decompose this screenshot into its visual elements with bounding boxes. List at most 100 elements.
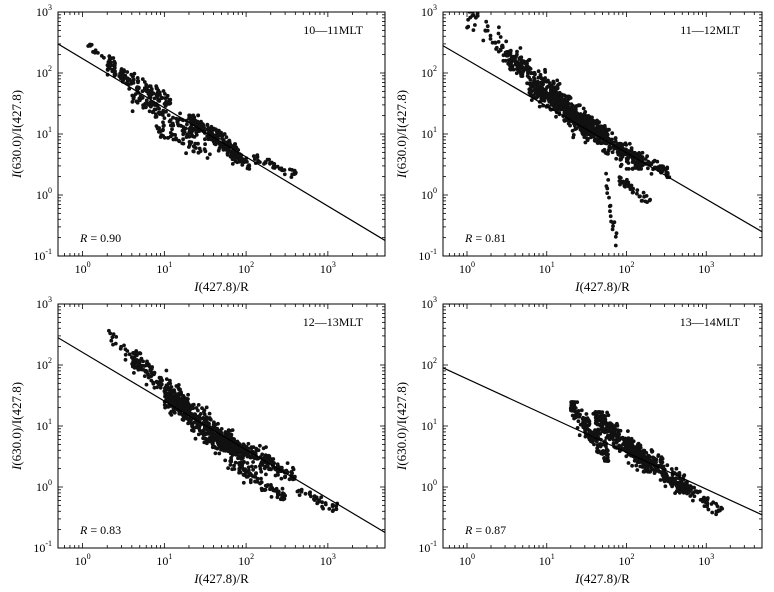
y-tick-label: 103 (36, 295, 52, 311)
x-tick-label: 101 (156, 552, 172, 568)
x-tick-label: 102 (619, 260, 635, 276)
data-point (571, 114, 576, 119)
data-point (250, 473, 254, 478)
correlation-label: R = 0.83 (79, 523, 121, 537)
data-point (242, 443, 247, 448)
data-point (522, 68, 526, 73)
data-point (475, 12, 480, 16)
data-point (639, 199, 644, 203)
data-point (201, 430, 206, 435)
data-point (631, 450, 636, 455)
data-point (686, 489, 691, 494)
data-point (282, 496, 287, 501)
data-point (320, 504, 324, 509)
data-point (234, 448, 239, 453)
data-point (584, 425, 589, 430)
data-point (258, 481, 262, 486)
data-point (506, 53, 510, 58)
data-point (163, 104, 168, 108)
data-point (161, 110, 166, 115)
data-point (168, 118, 173, 123)
data-point (258, 443, 262, 448)
data-point (617, 175, 622, 180)
data-point (251, 154, 256, 159)
data-point (611, 224, 615, 229)
data-point (610, 131, 615, 136)
data-point (631, 439, 636, 444)
data-point (123, 357, 128, 362)
data-point (125, 76, 130, 81)
data-point (261, 446, 266, 451)
y-tick-label: 102 (36, 64, 52, 80)
data-point (662, 473, 667, 477)
data-point (617, 179, 622, 183)
data-point (604, 459, 609, 463)
data-point (598, 410, 602, 415)
y-tick-label: 101 (421, 125, 437, 141)
data-point (169, 385, 174, 389)
data-point (239, 454, 244, 458)
data-point (93, 50, 97, 55)
data-point (611, 438, 616, 442)
data-point (543, 67, 547, 72)
data-point (569, 408, 574, 413)
data-point (684, 480, 688, 485)
data-point (186, 392, 191, 397)
data-point (133, 351, 138, 355)
data-point (166, 386, 171, 391)
data-point (585, 132, 590, 137)
data-point (213, 451, 218, 456)
data-point (552, 99, 556, 104)
data-point (99, 54, 104, 58)
data-point (556, 100, 561, 105)
data-point (641, 190, 646, 195)
y-tick-label: 100 (36, 478, 52, 494)
data-point (630, 167, 635, 171)
data-point (155, 104, 160, 108)
data-point (158, 93, 162, 97)
data-point (130, 109, 135, 114)
x-axis-label: I(427.8)/R (193, 571, 249, 586)
data-point (488, 33, 493, 38)
data-point (513, 62, 518, 67)
data-point (663, 166, 667, 171)
data-point (655, 159, 660, 164)
data-point (596, 141, 600, 145)
regression-line (58, 337, 385, 533)
data-point (647, 469, 652, 474)
data-point (225, 151, 230, 156)
data-point (582, 112, 587, 117)
data-point (233, 460, 238, 465)
data-point (216, 442, 221, 447)
data-point (284, 468, 289, 473)
data-point (181, 125, 186, 129)
data-point (125, 349, 130, 353)
data-point (620, 435, 625, 440)
data-point (127, 352, 132, 357)
data-point (603, 414, 608, 419)
data-point (619, 157, 623, 162)
data-point (173, 392, 178, 397)
data-point (150, 110, 155, 115)
data-point (205, 441, 209, 446)
data-point (223, 430, 228, 434)
data-point (162, 116, 167, 120)
data-point (285, 461, 290, 465)
data-point (206, 431, 211, 436)
data-point (178, 111, 183, 116)
data-point (605, 191, 610, 196)
data-point (607, 144, 612, 149)
data-point (526, 71, 530, 75)
data-point (606, 413, 611, 418)
data-point (133, 92, 138, 96)
data-point (673, 476, 678, 481)
panel-title: 11—12MLT (680, 23, 740, 37)
data-point (268, 161, 272, 166)
y-tick-label: 102 (421, 356, 437, 372)
data-point (610, 227, 615, 232)
data-point (111, 342, 115, 347)
data-point (466, 17, 470, 22)
data-point (207, 421, 211, 426)
data-point (663, 484, 668, 489)
data-point (235, 160, 240, 165)
